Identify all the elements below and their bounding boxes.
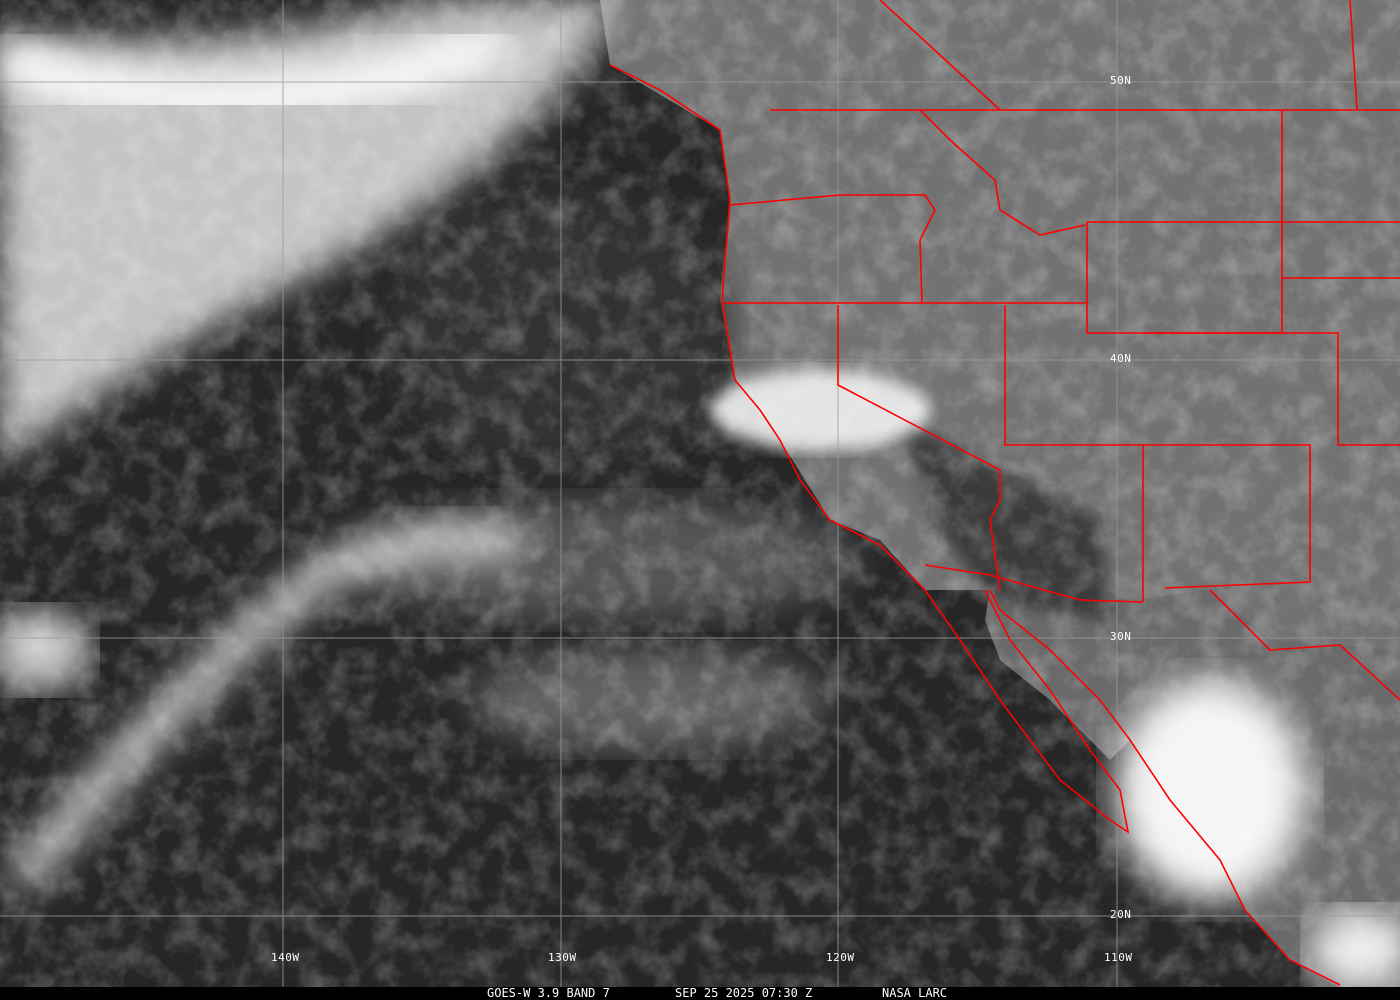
longitude-label: 110W	[1104, 951, 1133, 964]
caption-bar: GOES-W 3.9 BAND 7 SEP 25 2025 07:30 Z NA…	[0, 987, 1400, 1000]
longitude-label: 140W	[271, 951, 300, 964]
image-source: NASA LARC	[882, 986, 948, 1000]
latitude-label: 30N	[1110, 630, 1132, 643]
political-borders	[609, 0, 1400, 986]
latitude-label: 20N	[1110, 908, 1132, 921]
latitude-label: 50N	[1110, 74, 1132, 87]
product-name: GOES-W 3.9 BAND 7	[487, 986, 610, 1000]
longitude-label: 120W	[826, 951, 855, 964]
latitude-label: 40N	[1110, 352, 1132, 365]
longitude-label: 130W	[548, 951, 577, 964]
image-datetime: SEP 25 2025 07:30 Z	[675, 986, 813, 1000]
